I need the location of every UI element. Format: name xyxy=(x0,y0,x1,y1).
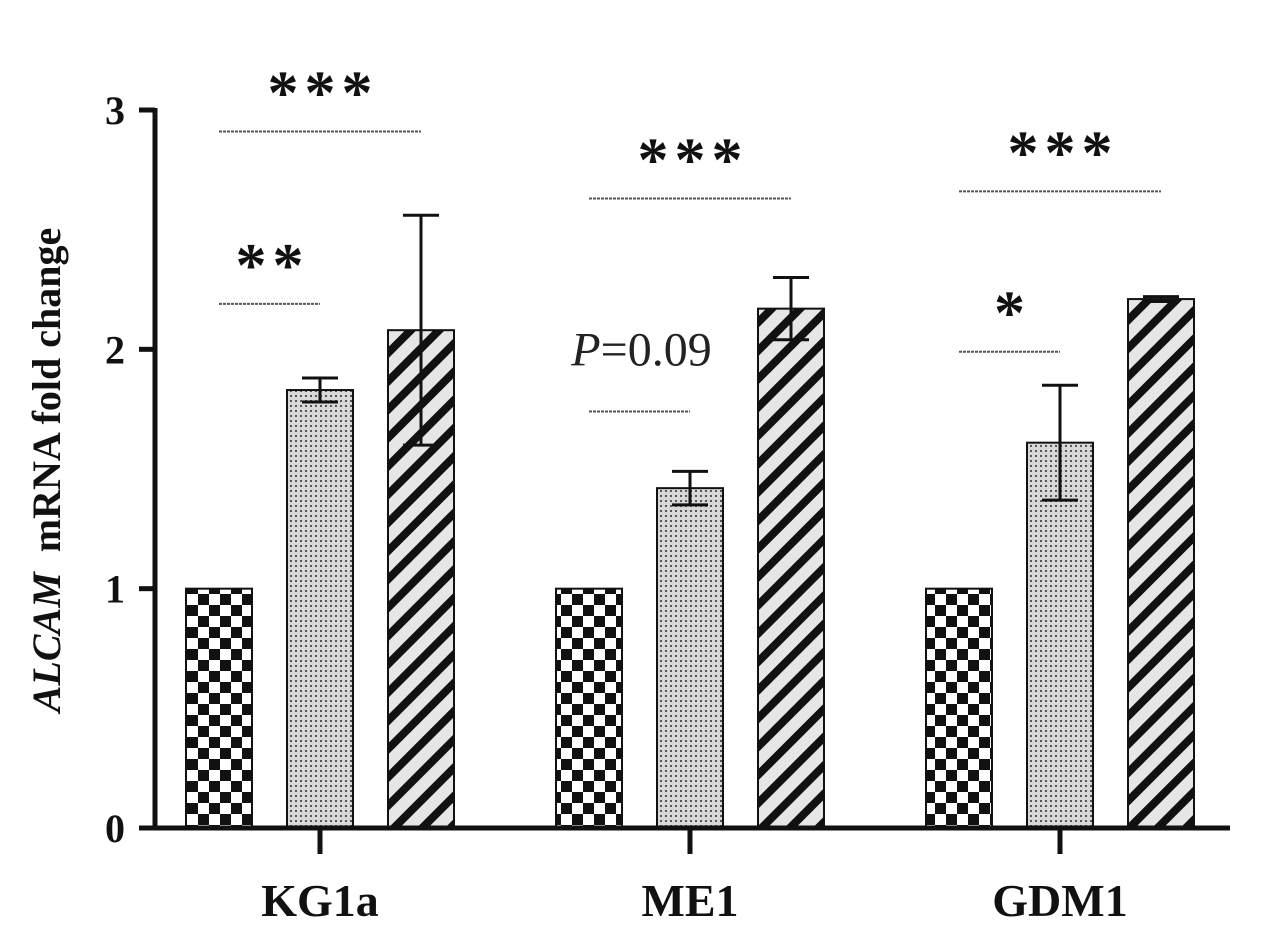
significance-gdm1-0-2-label: *** xyxy=(1008,119,1119,187)
x-category-label-kg1a: KG1a xyxy=(261,875,379,926)
bar-gdm1-series-1 xyxy=(926,589,992,828)
svg-text:ALCAM mRNA fold change: ALCAM mRNA fold change xyxy=(24,228,69,716)
significance-gdm1-0-1-label: * xyxy=(994,280,1031,348)
y-axis-label: ALCAM mRNA fold change xyxy=(24,228,69,716)
x-category-label-gdm1: GDM1 xyxy=(992,875,1127,926)
bar-chart: ALCAM mRNA fold change 0 1 2 3 KG1a ME1 GDM1 *… xyxy=(0,0,1266,936)
significance-kg1a-0-2-label: *** xyxy=(268,60,379,128)
bar-me1-series-3 xyxy=(758,309,824,828)
bar-gdm1-series-3 xyxy=(1128,299,1194,828)
bar-kg1a-series-2 xyxy=(287,390,353,828)
p-value-symbol: P xyxy=(570,324,600,377)
y-tick-label-0: 0 xyxy=(105,806,125,851)
y-axis-unit: mRNA fold change xyxy=(24,228,69,552)
bar-me1-series-2 xyxy=(657,488,723,828)
y-tick-label-3: 3 xyxy=(105,88,125,133)
y-tick-label-2: 2 xyxy=(105,327,125,372)
p-value-number: =0.09 xyxy=(601,324,712,377)
significance-me1-0-1-label: P=0.09 xyxy=(570,324,711,377)
bar-me1-series-1 xyxy=(556,589,622,828)
y-tick-label-1: 1 xyxy=(105,567,125,612)
significance-me1-0-2-label: *** xyxy=(638,127,749,195)
significance-kg1a-0-1-label: ** xyxy=(236,232,310,300)
x-category-label-me1: ME1 xyxy=(641,875,738,926)
significance-layer: ********P=0.09**** xyxy=(219,60,1161,412)
bar-kg1a-series-1 xyxy=(186,589,252,828)
y-axis-gene: ALCAM xyxy=(24,571,69,715)
